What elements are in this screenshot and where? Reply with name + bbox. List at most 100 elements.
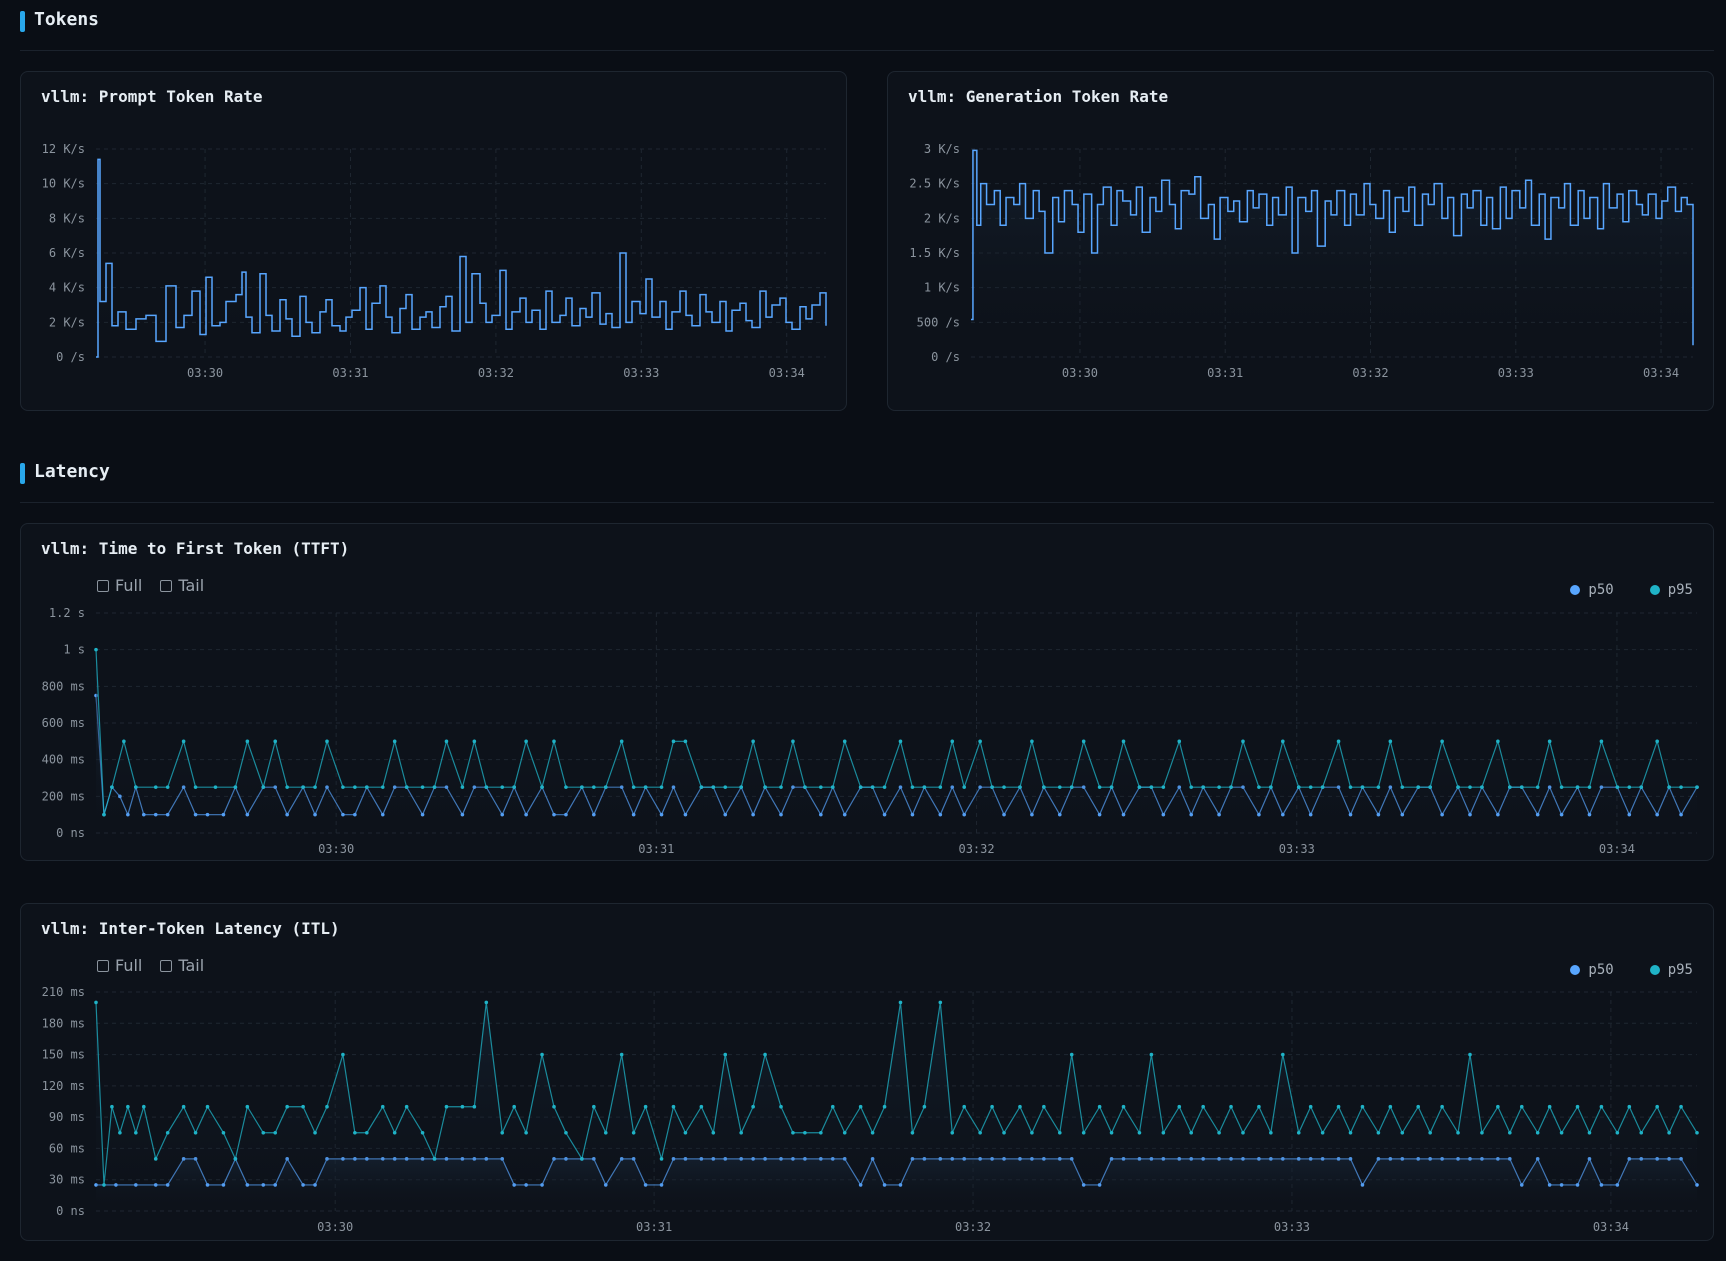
- full-checkbox[interactable]: [97, 579, 109, 592]
- data-point-p95: [870, 1130, 875, 1135]
- data-point-p95: [512, 785, 516, 789]
- data-point-p95: [1042, 785, 1046, 789]
- tail-checkbox[interactable]: [160, 959, 173, 972]
- tail-checkbox[interactable]: [160, 579, 173, 592]
- y-tick-label: 210 ms: [42, 985, 85, 999]
- data-point-p95: [1189, 785, 1194, 789]
- data-point-p95: [1695, 785, 1699, 789]
- data-point-p95: [1376, 1130, 1381, 1135]
- data-point-p95: [165, 785, 170, 789]
- data-point-p95: [118, 1130, 122, 1135]
- data-point-p95: [898, 739, 903, 744]
- data-point-p95: [990, 785, 994, 789]
- data-point-p95: [990, 1104, 994, 1109]
- data-point-p95: [365, 785, 369, 789]
- data-point-p95: [273, 739, 278, 744]
- data-point-p95: [1149, 785, 1154, 789]
- x-tick-label: 03:32: [958, 842, 994, 856]
- data-point-p95: [365, 1130, 369, 1135]
- data-point-p95: [273, 1130, 278, 1135]
- y-tick-label: 150 ms: [42, 1048, 85, 1062]
- data-point-p95: [978, 739, 982, 744]
- data-point-p95: [1201, 1104, 1205, 1109]
- data-point-p95: [978, 1130, 982, 1135]
- data-point-p95: [1296, 1130, 1301, 1135]
- data-point-p95: [1269, 1130, 1273, 1135]
- data-point-p95: [313, 1130, 317, 1135]
- x-tick-label: 03:33: [1498, 366, 1534, 380]
- data-point-p95: [1519, 785, 1524, 789]
- data-point-p95: [922, 785, 927, 789]
- x-tick-label: 03:33: [1279, 842, 1315, 856]
- section-accent-bar: [20, 463, 25, 484]
- data-point-p95: [631, 1130, 636, 1135]
- toggle-full[interactable]: Full: [97, 956, 142, 975]
- legend-item-p95[interactable]: p95: [1649, 582, 1693, 598]
- data-point-p95: [512, 1104, 516, 1109]
- y-tick-label: 120 ms: [42, 1079, 85, 1093]
- chart-itl: 0 ns 30 ms 60 ms 90 ms 120 ms 150 ms 180 ms 210…: [42, 985, 1699, 1234]
- data-point-p95: [353, 785, 357, 789]
- y-tick-label: 0 ns: [56, 826, 85, 840]
- chart-legend: p50 p95: [1570, 962, 1693, 978]
- legend-dot-p95: [1649, 965, 1660, 975]
- data-point-p95: [1599, 1104, 1604, 1109]
- panel-title: vllm: Generation Token Rate: [908, 87, 1169, 106]
- data-point-p95: [1042, 1104, 1046, 1109]
- data-point-p95: [392, 1130, 397, 1135]
- data-point-p95: [1161, 785, 1166, 789]
- legend-item-p50[interactable]: p50: [1570, 582, 1614, 598]
- data-point-p95: [1018, 785, 1022, 789]
- data-point-p95: [500, 785, 505, 789]
- data-point-p95: [1679, 1104, 1683, 1109]
- data-point-p95: [751, 739, 755, 744]
- toggle-full[interactable]: Full: [97, 576, 142, 595]
- chart-ttft: 0 ns 200 ms 400 ms 600 ms 800 ms 1 s 1.2 s 03:3…: [42, 606, 1699, 856]
- toggle-full-label: Full: [115, 956, 143, 975]
- data-point-p95: [1336, 1104, 1341, 1109]
- data-point-p95: [1679, 785, 1683, 789]
- data-point-p95: [1241, 1130, 1245, 1135]
- data-point-p95: [1388, 739, 1393, 744]
- data-point-p95: [94, 1000, 98, 1005]
- y-tick-label: 8 K/s: [49, 211, 85, 225]
- data-point-p95: [1257, 785, 1261, 789]
- data-point-p95: [233, 1157, 238, 1161]
- toggle-tail[interactable]: Tail: [160, 576, 204, 595]
- data-point-p95: [1229, 785, 1233, 789]
- data-point-p95: [659, 785, 664, 789]
- data-point-p95: [1496, 739, 1500, 744]
- data-point-p95: [1348, 1130, 1353, 1135]
- x-tick-label: 03:32: [478, 366, 514, 380]
- y-tick-label: 1 s: [63, 643, 85, 657]
- data-point-p95: [213, 785, 218, 789]
- data-point-p95: [261, 1130, 266, 1135]
- data-point-p95: [380, 1104, 385, 1109]
- data-point-p95: [1667, 785, 1671, 789]
- data-point-p95: [1587, 1130, 1592, 1135]
- data-point-p95: [1627, 1104, 1632, 1109]
- data-point-p95: [1030, 739, 1034, 744]
- panel-title: vllm: Prompt Token Rate: [41, 87, 263, 106]
- data-point-p95: [1535, 785, 1540, 789]
- y-tick-label: 60 ms: [49, 1141, 85, 1155]
- toggle-tail-label: Tail: [178, 576, 205, 595]
- legend-item-p95[interactable]: p95: [1649, 962, 1693, 978]
- data-point-p95: [1149, 1052, 1154, 1057]
- data-point-p95: [1281, 1052, 1285, 1057]
- toggle-tail[interactable]: Tail: [160, 956, 204, 975]
- x-tick-label: 03:34: [1593, 1220, 1629, 1234]
- y-tick-label: 2 K/s: [49, 315, 85, 329]
- data-point-p95: [962, 1104, 967, 1109]
- full-checkbox[interactable]: [97, 959, 109, 972]
- y-tick-label: 1.2 s: [49, 606, 85, 620]
- legend-label: p50: [1588, 962, 1614, 978]
- y-tick-label: 2.5 K/s: [909, 177, 960, 191]
- data-point-p95: [739, 1130, 743, 1135]
- data-point-p95: [751, 1104, 755, 1109]
- legend-item-p50[interactable]: p50: [1570, 962, 1614, 978]
- data-point-p95: [1535, 1130, 1540, 1135]
- data-point-p95: [1109, 1130, 1114, 1135]
- data-point-p95: [1655, 739, 1659, 744]
- data-point-p95: [380, 785, 385, 789]
